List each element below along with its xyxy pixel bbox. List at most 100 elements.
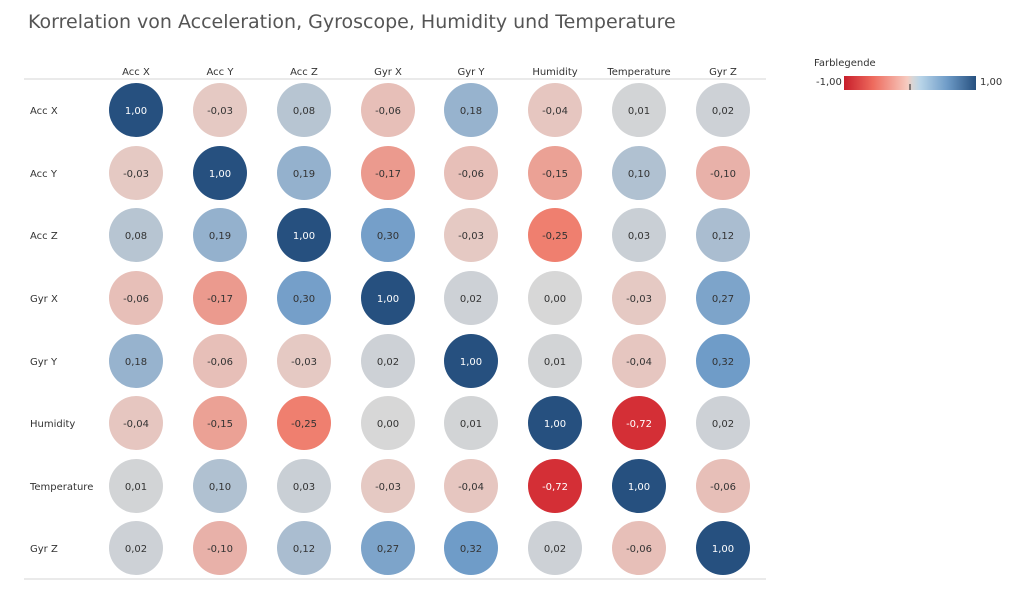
correlation-circle xyxy=(193,146,247,200)
correlation-value-label: -0,15 xyxy=(542,169,568,180)
correlation-value-label: -0,72 xyxy=(542,482,568,493)
correlation-value-label: 0,19 xyxy=(209,231,231,242)
correlation-value-label: -0,06 xyxy=(710,482,736,493)
correlation-value-label: -0,03 xyxy=(458,231,484,242)
correlation-value-label: -0,04 xyxy=(626,357,652,368)
correlation-circle xyxy=(696,334,750,388)
correlation-value-label: -0,04 xyxy=(542,106,568,117)
correlation-circle xyxy=(193,459,247,513)
correlation-value-label: 0,01 xyxy=(544,357,566,368)
row-header: Acc X xyxy=(30,106,58,117)
correlation-value-label: 0,12 xyxy=(712,231,734,242)
correlation-circle xyxy=(361,83,415,137)
column-header: Humidity xyxy=(532,67,577,78)
correlation-circle xyxy=(444,146,498,200)
correlation-value-label: -0,03 xyxy=(207,106,233,117)
correlation-value-label: -0,04 xyxy=(458,482,484,493)
correlation-value-label: -0,72 xyxy=(626,419,652,430)
correlation-circle xyxy=(361,396,415,450)
correlation-circle xyxy=(193,271,247,325)
correlation-circle xyxy=(528,146,582,200)
row-header: Gyr Z xyxy=(30,544,58,555)
correlation-circle xyxy=(696,459,750,513)
correlation-circle xyxy=(109,83,163,137)
correlation-value-label: -0,03 xyxy=(626,294,652,305)
correlation-value-label: 1,00 xyxy=(544,419,566,430)
correlation-circle xyxy=(277,271,331,325)
correlation-value-label: 0,32 xyxy=(460,544,482,555)
correlation-value-label: 0,01 xyxy=(125,482,147,493)
correlation-circle xyxy=(109,334,163,388)
correlation-value-label: 0,03 xyxy=(628,231,650,242)
row-header: Humidity xyxy=(30,419,75,430)
correlation-value-label: 0,30 xyxy=(293,294,315,305)
correlation-value-label: 1,00 xyxy=(377,294,399,305)
correlation-circle xyxy=(193,396,247,450)
correlation-value-label: -0,06 xyxy=(375,106,401,117)
correlation-value-label: -0,06 xyxy=(207,357,233,368)
correlation-circle xyxy=(696,521,750,575)
correlation-value-label: 0,02 xyxy=(377,357,399,368)
correlation-value-label: 0,02 xyxy=(125,544,147,555)
correlation-circle xyxy=(528,521,582,575)
correlation-circle xyxy=(444,334,498,388)
correlation-circle xyxy=(109,146,163,200)
column-header: Acc Z xyxy=(290,67,318,78)
correlation-circle xyxy=(277,146,331,200)
row-header: Acc Y xyxy=(30,169,58,180)
correlation-circle xyxy=(277,459,331,513)
correlation-value-label: 1,00 xyxy=(293,231,315,242)
correlation-circle xyxy=(528,83,582,137)
correlation-circle xyxy=(109,459,163,513)
correlation-circle xyxy=(277,334,331,388)
column-header: Gyr Z xyxy=(709,67,737,78)
correlation-circle xyxy=(444,208,498,262)
correlation-circle xyxy=(528,271,582,325)
correlation-circle xyxy=(277,208,331,262)
correlation-circle xyxy=(277,521,331,575)
correlation-circle xyxy=(696,271,750,325)
correlation-value-label: -0,06 xyxy=(123,294,149,305)
correlation-value-label: 1,00 xyxy=(712,544,734,555)
column-header: Acc X xyxy=(122,67,150,78)
correlation-circle xyxy=(361,146,415,200)
correlation-circle xyxy=(696,208,750,262)
correlation-value-label: -0,10 xyxy=(710,169,736,180)
correlation-circle xyxy=(277,83,331,137)
correlation-value-label: 0,27 xyxy=(377,544,399,555)
correlation-value-label: 0,30 xyxy=(377,231,399,242)
correlation-circle xyxy=(528,334,582,388)
correlation-value-label: 0,32 xyxy=(712,357,734,368)
correlation-circle xyxy=(444,459,498,513)
column-header: Temperature xyxy=(606,67,670,78)
correlation-circle xyxy=(444,83,498,137)
correlation-value-label: 0,01 xyxy=(628,106,650,117)
correlation-circle xyxy=(612,83,666,137)
correlation-value-label: 0,00 xyxy=(544,294,566,305)
correlation-circle xyxy=(444,521,498,575)
correlation-circle xyxy=(612,146,666,200)
correlation-value-label: 0,02 xyxy=(460,294,482,305)
correlation-value-label: 0,03 xyxy=(293,482,315,493)
correlation-circle xyxy=(612,521,666,575)
correlation-circle xyxy=(109,271,163,325)
correlation-value-label: 0,02 xyxy=(544,544,566,555)
correlation-circle xyxy=(109,521,163,575)
color-legend: Farblegende -1,00 1,00 xyxy=(812,58,1012,98)
correlation-value-label: -0,25 xyxy=(542,231,568,242)
correlation-value-label: 0,02 xyxy=(712,106,734,117)
correlation-value-label: -0,03 xyxy=(291,357,317,368)
correlation-value-label: -0,06 xyxy=(626,544,652,555)
correlation-circle xyxy=(193,334,247,388)
correlation-circle xyxy=(109,208,163,262)
correlation-value-label: 1,00 xyxy=(209,169,231,180)
correlation-circle xyxy=(528,459,582,513)
correlation-circle xyxy=(361,271,415,325)
correlation-circle xyxy=(696,146,750,200)
correlation-value-label: 1,00 xyxy=(460,357,482,368)
correlation-value-label: 0,02 xyxy=(712,419,734,430)
correlation-circle xyxy=(528,396,582,450)
correlation-circle xyxy=(361,459,415,513)
correlation-value-label: 0,10 xyxy=(628,169,650,180)
